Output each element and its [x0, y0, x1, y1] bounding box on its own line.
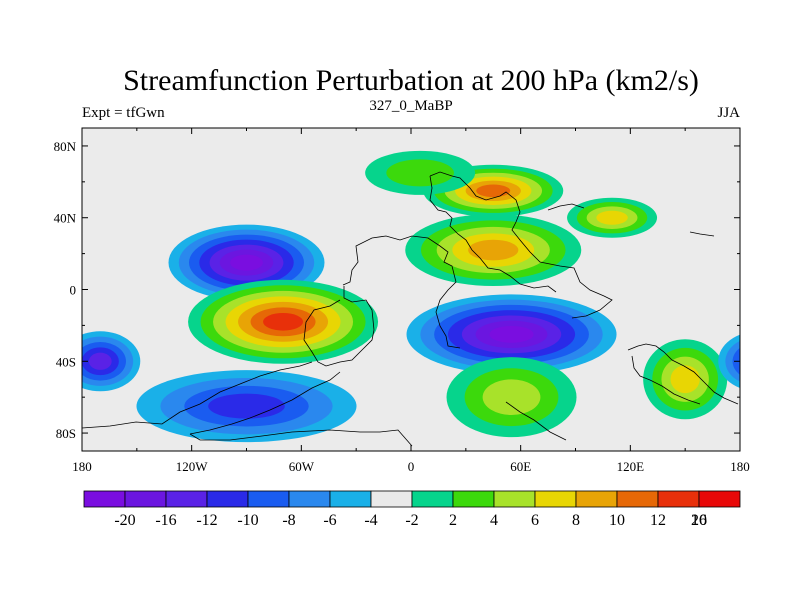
- contour-feature: [643, 339, 728, 420]
- colorbar-label: -10: [237, 512, 258, 529]
- colorbar-swatch: [370, 490, 413, 508]
- colorbar-swatch: [411, 490, 454, 508]
- y-tick-label: 0: [70, 283, 77, 298]
- africa-coast: [303, 286, 375, 367]
- contour-band: [88, 352, 112, 370]
- colorbar-label: -16: [155, 512, 176, 529]
- colorbar-swatch: [329, 490, 372, 508]
- south-america-coast: [342, 235, 461, 349]
- y-tick-label: 80N: [54, 139, 77, 154]
- y-tick-label: 40S: [56, 354, 76, 369]
- contour-band: [489, 325, 534, 343]
- contour-feature: [82, 331, 141, 392]
- plot-area: [81, 127, 770, 452]
- colorbar-swatch: [206, 490, 249, 508]
- x-tick-label: 60E: [510, 459, 531, 474]
- x-tick-label: 180: [72, 459, 92, 474]
- colorbar-swatch: [534, 490, 577, 508]
- colorbar-label: 20: [691, 512, 707, 529]
- contour-feature: [365, 150, 476, 195]
- europe-coast: [429, 175, 557, 293]
- contour-feature: [405, 214, 582, 287]
- colorbar-label: 6: [531, 512, 539, 529]
- australia-coast: [627, 343, 739, 405]
- colorbar-swatch: [616, 490, 659, 508]
- colorbar-swatch: [657, 490, 700, 508]
- contour-band: [208, 393, 285, 419]
- colorbar-label: 10: [609, 512, 625, 529]
- contour-feature: [188, 279, 379, 364]
- colorbar-label: 16: [691, 512, 707, 529]
- contour-feature: [136, 370, 357, 443]
- colorbar-label: 4: [490, 512, 498, 529]
- colorbar-swatch: [247, 490, 290, 508]
- colorbar-label: -8: [282, 512, 295, 529]
- colorbar-label: 8: [572, 512, 580, 529]
- y-tick-label: 40N: [54, 211, 77, 226]
- colorbar-label: 2: [449, 512, 457, 529]
- pacific-island-line: [689, 231, 715, 237]
- period-label: 327_0_MaBP: [369, 98, 452, 114]
- contour-band: [263, 313, 304, 331]
- colorbar-swatch: [83, 490, 126, 508]
- southern-ocean-line: [505, 401, 567, 441]
- x-tick-label: 0: [408, 459, 415, 474]
- colorbar-swatch: [452, 490, 495, 508]
- contour-band: [596, 210, 628, 225]
- colorbar-swatch: [698, 490, 741, 508]
- x-tick-label: 120E: [617, 459, 645, 474]
- x-axis: 180 120W 60W 0 60E 120E 180: [72, 128, 750, 474]
- season-label: JJA: [717, 105, 740, 121]
- colorbar-label: -6: [323, 512, 336, 529]
- australia-coast-south: [631, 355, 701, 405]
- contour-feature-wrap: [718, 334, 770, 388]
- antarctica-coast-inner: [189, 371, 341, 435]
- colorbar-label: -12: [196, 512, 217, 529]
- antarctica-edge: [189, 429, 413, 447]
- contour-band: [468, 239, 519, 261]
- contour-feature: [406, 294, 617, 375]
- y-tick-label: 80S: [56, 426, 76, 441]
- colorbar-swatch: [575, 490, 618, 508]
- contour-band: [476, 184, 511, 198]
- asia-coast: [429, 171, 613, 319]
- contour-band: [670, 365, 700, 394]
- colorbar-label: -20: [114, 512, 135, 529]
- colorbar-swatch: [165, 490, 208, 508]
- colorbar-swatch: [124, 490, 167, 508]
- x-tick-label: 180: [730, 459, 750, 474]
- colorbar-swatch: [288, 490, 331, 508]
- experiment-label: Expt = tfGwn: [82, 105, 165, 121]
- antarctica-coast: [82, 361, 313, 429]
- contour-feature: [567, 197, 658, 238]
- arctic-coast: [547, 203, 585, 211]
- contour-band: [747, 353, 770, 370]
- y-axis: 80N 40N 0 40S 80S: [54, 139, 740, 441]
- contour-band: [230, 254, 263, 271]
- contour-band: [482, 379, 541, 415]
- x-tick-label: 60W: [289, 459, 315, 474]
- colorbar-label: -4: [364, 512, 377, 529]
- coastlines: [82, 171, 739, 447]
- chart-title: Streamfunction Perturbation at 200 hPa (…: [123, 64, 699, 97]
- colorbar-swatch: [493, 490, 536, 508]
- contour-band: [386, 159, 454, 187]
- colorbar-label: -2: [405, 512, 418, 529]
- contour-band: [739, 358, 740, 364]
- x-tick-label: 120W: [176, 459, 209, 474]
- colorbar-label: 12: [650, 512, 666, 529]
- contour-feature: [446, 357, 577, 438]
